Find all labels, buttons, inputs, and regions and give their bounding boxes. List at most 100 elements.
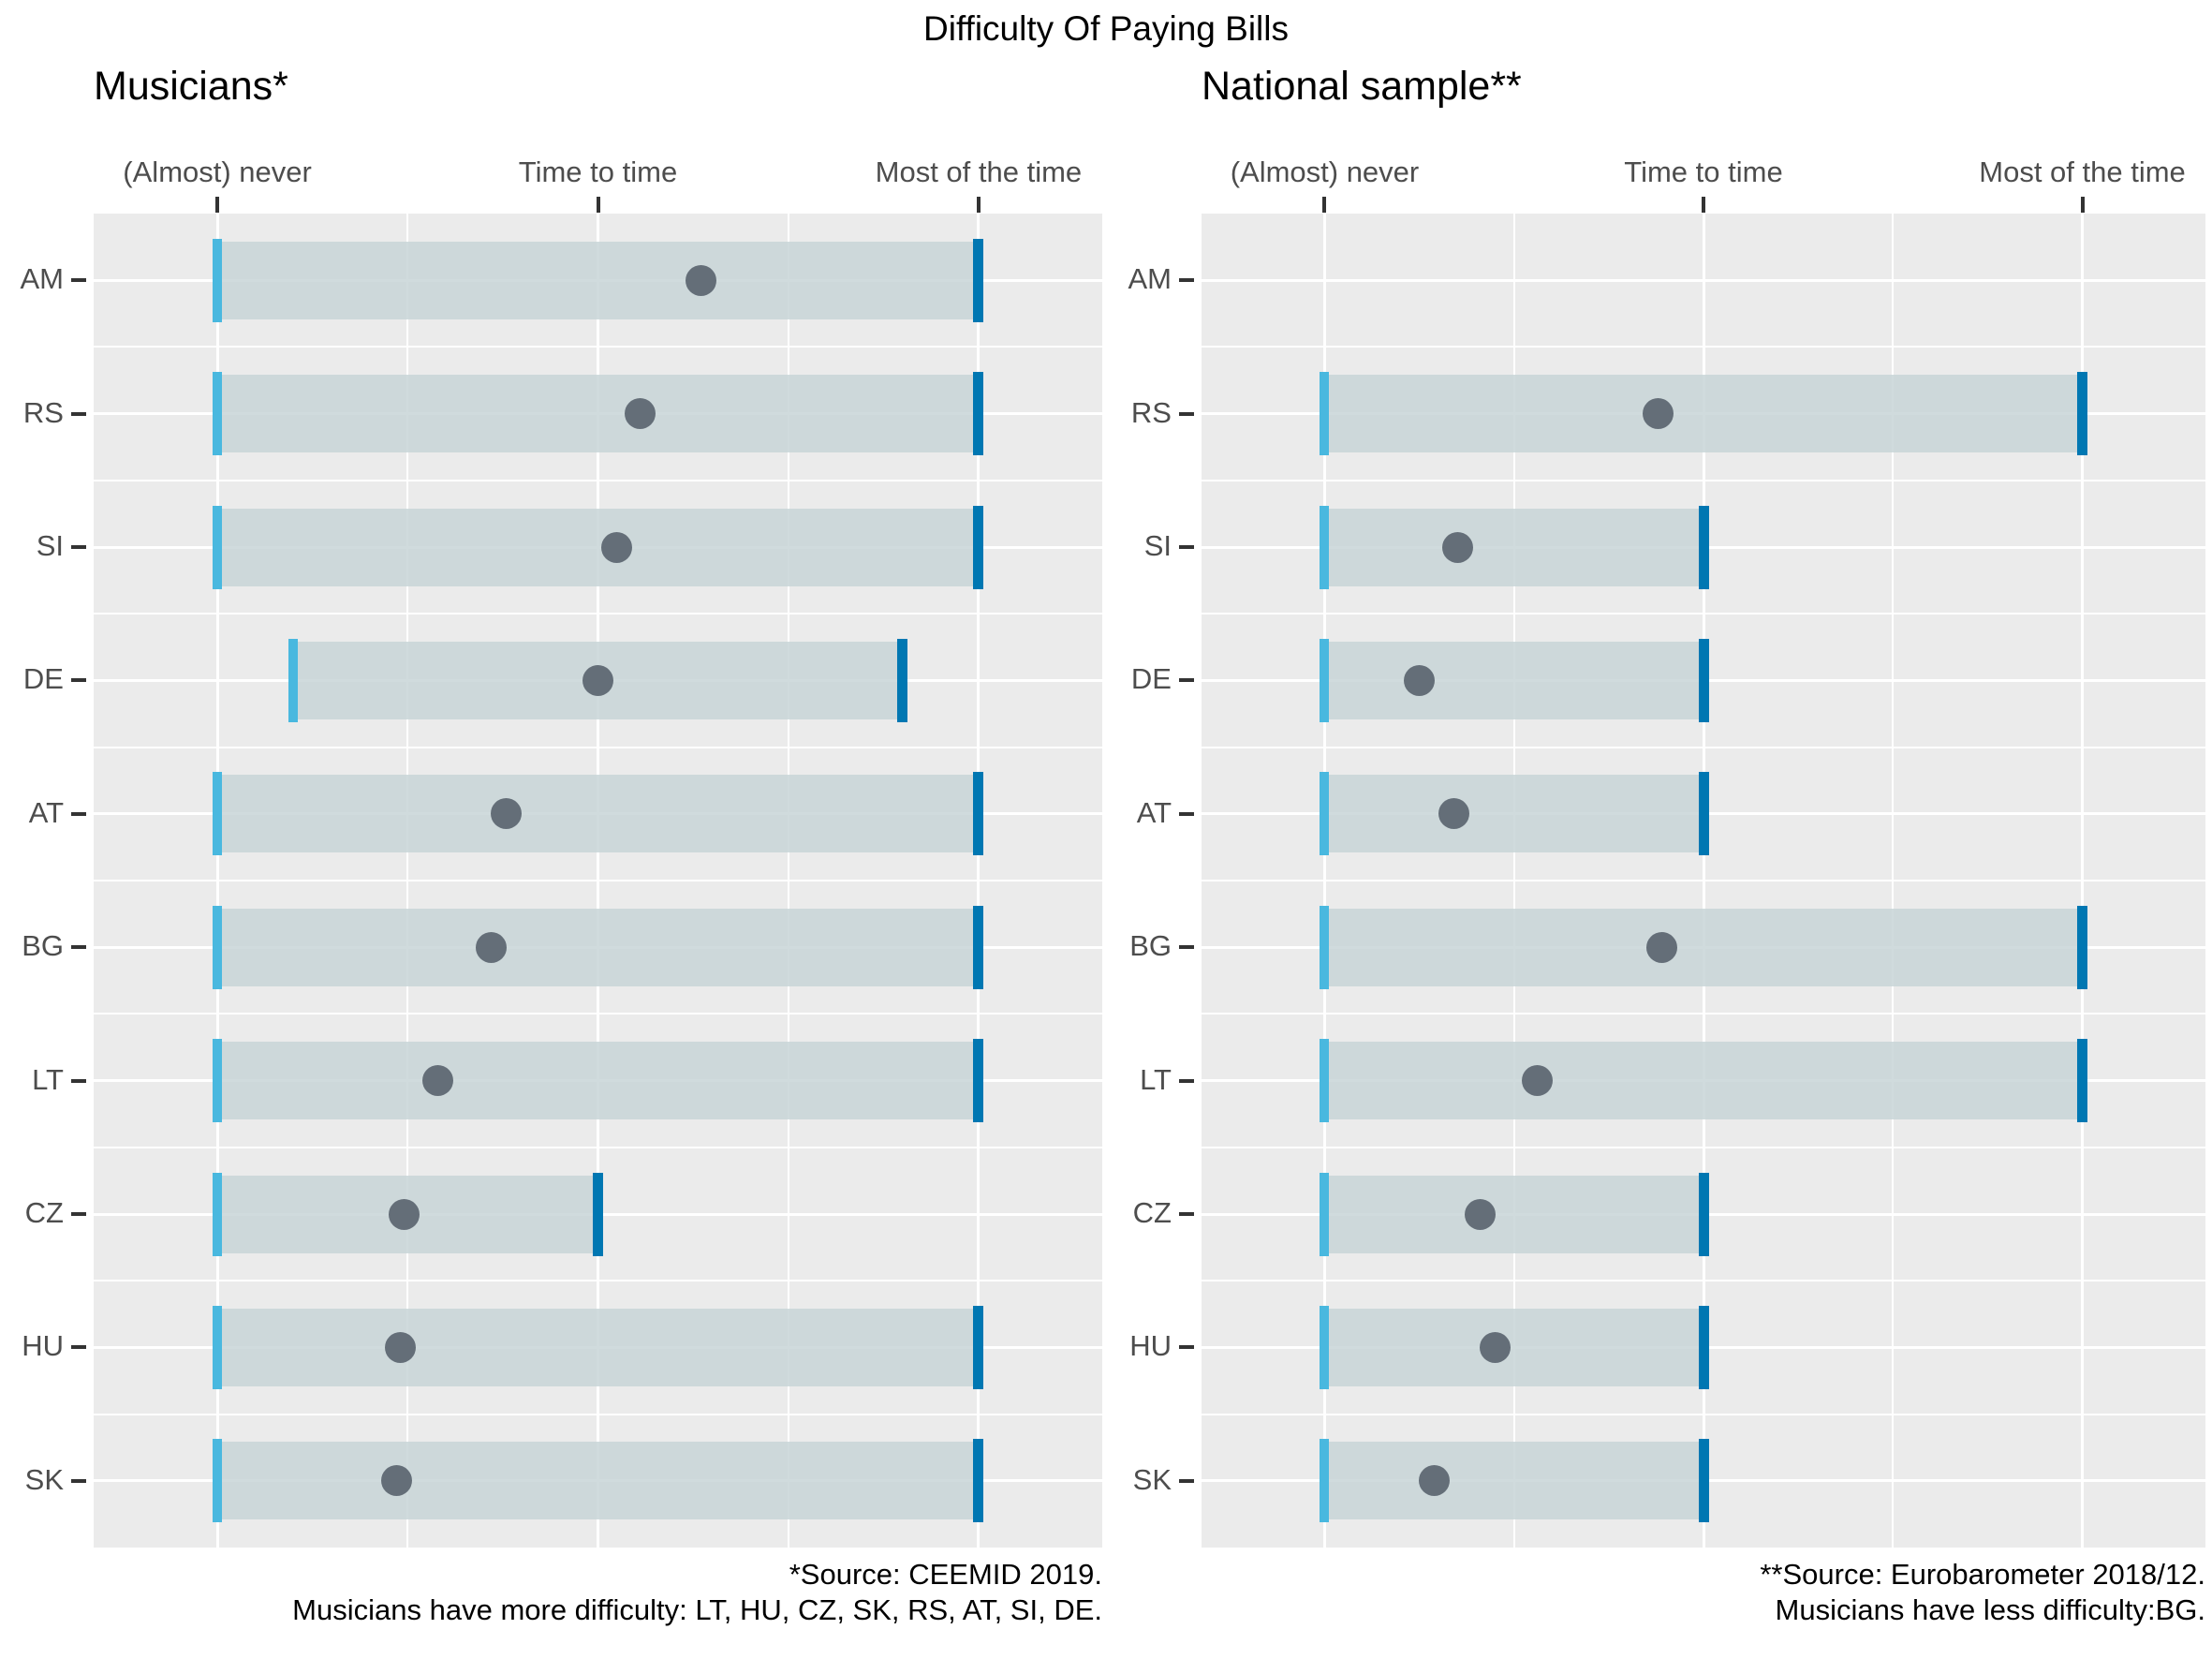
- range-bar-HU: [1324, 1308, 1703, 1386]
- y-axis-tick-AT: [71, 811, 86, 816]
- y-axis-tick-RS: [71, 411, 86, 416]
- min-tick-CZ: [1320, 1172, 1330, 1256]
- gridline-horizontal-minor: [94, 746, 1102, 748]
- gridline-horizontal-minor: [94, 613, 1102, 615]
- min-tick-LT: [1320, 1039, 1330, 1123]
- panel-musicians: Musicians* (Almost) never Time to time M…: [21, 0, 1102, 1659]
- y-label-AT: AT: [28, 795, 64, 829]
- gridline-horizontal-minor: [1202, 1280, 2205, 1282]
- y-label-LT: LT: [1140, 1062, 1172, 1096]
- min-tick-AT: [213, 772, 223, 856]
- range-bar-CZ: [1324, 1175, 1703, 1253]
- min-tick-SI: [213, 505, 223, 589]
- max-tick-CZ: [593, 1172, 603, 1256]
- gridline-horizontal-minor: [1202, 346, 2205, 348]
- max-tick-RS: [973, 372, 984, 456]
- footnote-national-sample-line1: **Source: Eurobarometer 2018/12.: [1760, 1558, 2205, 1591]
- gridline-horizontal-minor: [1202, 746, 2205, 748]
- gridline-horizontal-minor: [94, 1146, 1102, 1148]
- mean-dot-AM: [685, 264, 716, 296]
- gridline-horizontal-minor: [94, 1280, 1102, 1282]
- y-axis-tick-BG: [71, 945, 86, 950]
- max-tick-LT: [2077, 1039, 2088, 1123]
- mean-dot-SK: [1419, 1465, 1451, 1497]
- y-label-AM: AM: [20, 262, 65, 296]
- max-tick-HU: [1698, 1305, 1709, 1389]
- mean-dot-CZ: [1464, 1198, 1496, 1230]
- x-axis-tick: [215, 197, 220, 213]
- y-axis-tick-DE: [1179, 678, 1194, 683]
- x-axis-label-most-of-the-time: Most of the time: [875, 156, 1083, 188]
- range-bar-AT: [1324, 775, 1703, 853]
- min-tick-RS: [1320, 372, 1330, 456]
- gridline-horizontal-minor: [94, 346, 1102, 348]
- range-bar-HU: [217, 1308, 979, 1386]
- max-tick-RS: [2077, 372, 2088, 456]
- min-tick-AT: [1320, 772, 1330, 856]
- panel-national-sample-title: National sample**: [1202, 64, 1522, 109]
- y-label-RS: RS: [1130, 395, 1172, 429]
- footnote-national-sample-line2: Musicians have less difficulty:BG.: [1775, 1593, 2205, 1626]
- max-tick-AM: [973, 238, 984, 322]
- y-axis-tick-SI: [71, 545, 86, 549]
- range-bar-RS: [1324, 375, 2083, 453]
- gridline-horizontal-minor: [94, 479, 1102, 481]
- y-label-DE: DE: [22, 662, 64, 696]
- y-axis-tick-CZ: [1179, 1212, 1194, 1216]
- y-label-HU: HU: [1129, 1329, 1172, 1363]
- min-tick-LT: [213, 1039, 223, 1123]
- panel-musicians-plot: [94, 214, 1102, 1548]
- x-axis-label-almost-never: (Almost) never: [1230, 156, 1420, 188]
- min-tick-DE: [288, 638, 299, 722]
- range-bar-LT: [1324, 1042, 2083, 1120]
- max-tick-DE: [897, 638, 908, 722]
- max-tick-BG: [973, 905, 984, 989]
- footnote-musicians-line1: *Source: CEEMID 2019.: [789, 1558, 1102, 1591]
- min-tick-HU: [1320, 1305, 1330, 1389]
- y-axis-tick-SK: [71, 1478, 86, 1483]
- y-axis-tick-LT: [71, 1078, 86, 1083]
- mean-dot-AT: [1438, 798, 1469, 830]
- y-label-AM: AM: [1128, 262, 1172, 296]
- y-label-LT: LT: [32, 1062, 64, 1096]
- mean-dot-RS: [1642, 398, 1674, 430]
- x-axis-tick: [2080, 197, 2085, 213]
- mean-dot-HU: [1480, 1331, 1511, 1363]
- max-tick-HU: [973, 1305, 984, 1389]
- mean-dot-CZ: [388, 1198, 420, 1230]
- gridline-horizontal-minor: [1202, 1413, 2205, 1415]
- x-axis-label-almost-never: (Almost) never: [123, 156, 312, 188]
- max-tick-AT: [1698, 772, 1709, 856]
- y-axis-tick-DE: [71, 678, 86, 683]
- min-tick-RS: [213, 372, 223, 456]
- y-label-CZ: CZ: [1132, 1196, 1172, 1229]
- mean-dot-SI: [601, 531, 633, 563]
- range-bar-BG: [1324, 908, 2083, 986]
- max-tick-SK: [1698, 1439, 1709, 1523]
- y-axis-tick-SK: [1179, 1478, 1194, 1483]
- range-bar-AM: [217, 241, 979, 319]
- footnote-musicians: *Source: CEEMID 2019. Musicians have mor…: [37, 1557, 1102, 1628]
- mean-dot-DE: [582, 664, 613, 696]
- max-tick-BG: [2077, 905, 2088, 989]
- min-tick-SK: [1320, 1439, 1330, 1523]
- max-tick-SI: [1698, 505, 1709, 589]
- x-axis-tick: [596, 197, 600, 213]
- chart-title: Difficulty Of Paying Bills: [923, 9, 1289, 48]
- x-axis-tick: [976, 197, 981, 213]
- min-tick-SK: [213, 1439, 223, 1523]
- x-axis-tick: [1702, 197, 1705, 213]
- y-axis-tick-LT: [1179, 1078, 1194, 1083]
- y-axis-tick-CZ: [71, 1212, 86, 1216]
- range-bar-DE: [1324, 641, 1703, 719]
- y-label-HU: HU: [22, 1329, 64, 1363]
- gridline-horizontal-minor: [1202, 613, 2205, 615]
- range-bar-SK: [217, 1442, 979, 1520]
- y-axis-tick-BG: [1179, 945, 1194, 950]
- y-label-SI: SI: [1143, 529, 1172, 562]
- mean-dot-LT: [422, 1065, 454, 1097]
- range-bar-AT: [217, 775, 979, 853]
- y-axis-tick-AM: [1179, 278, 1194, 283]
- y-axis-tick-SI: [1179, 545, 1194, 549]
